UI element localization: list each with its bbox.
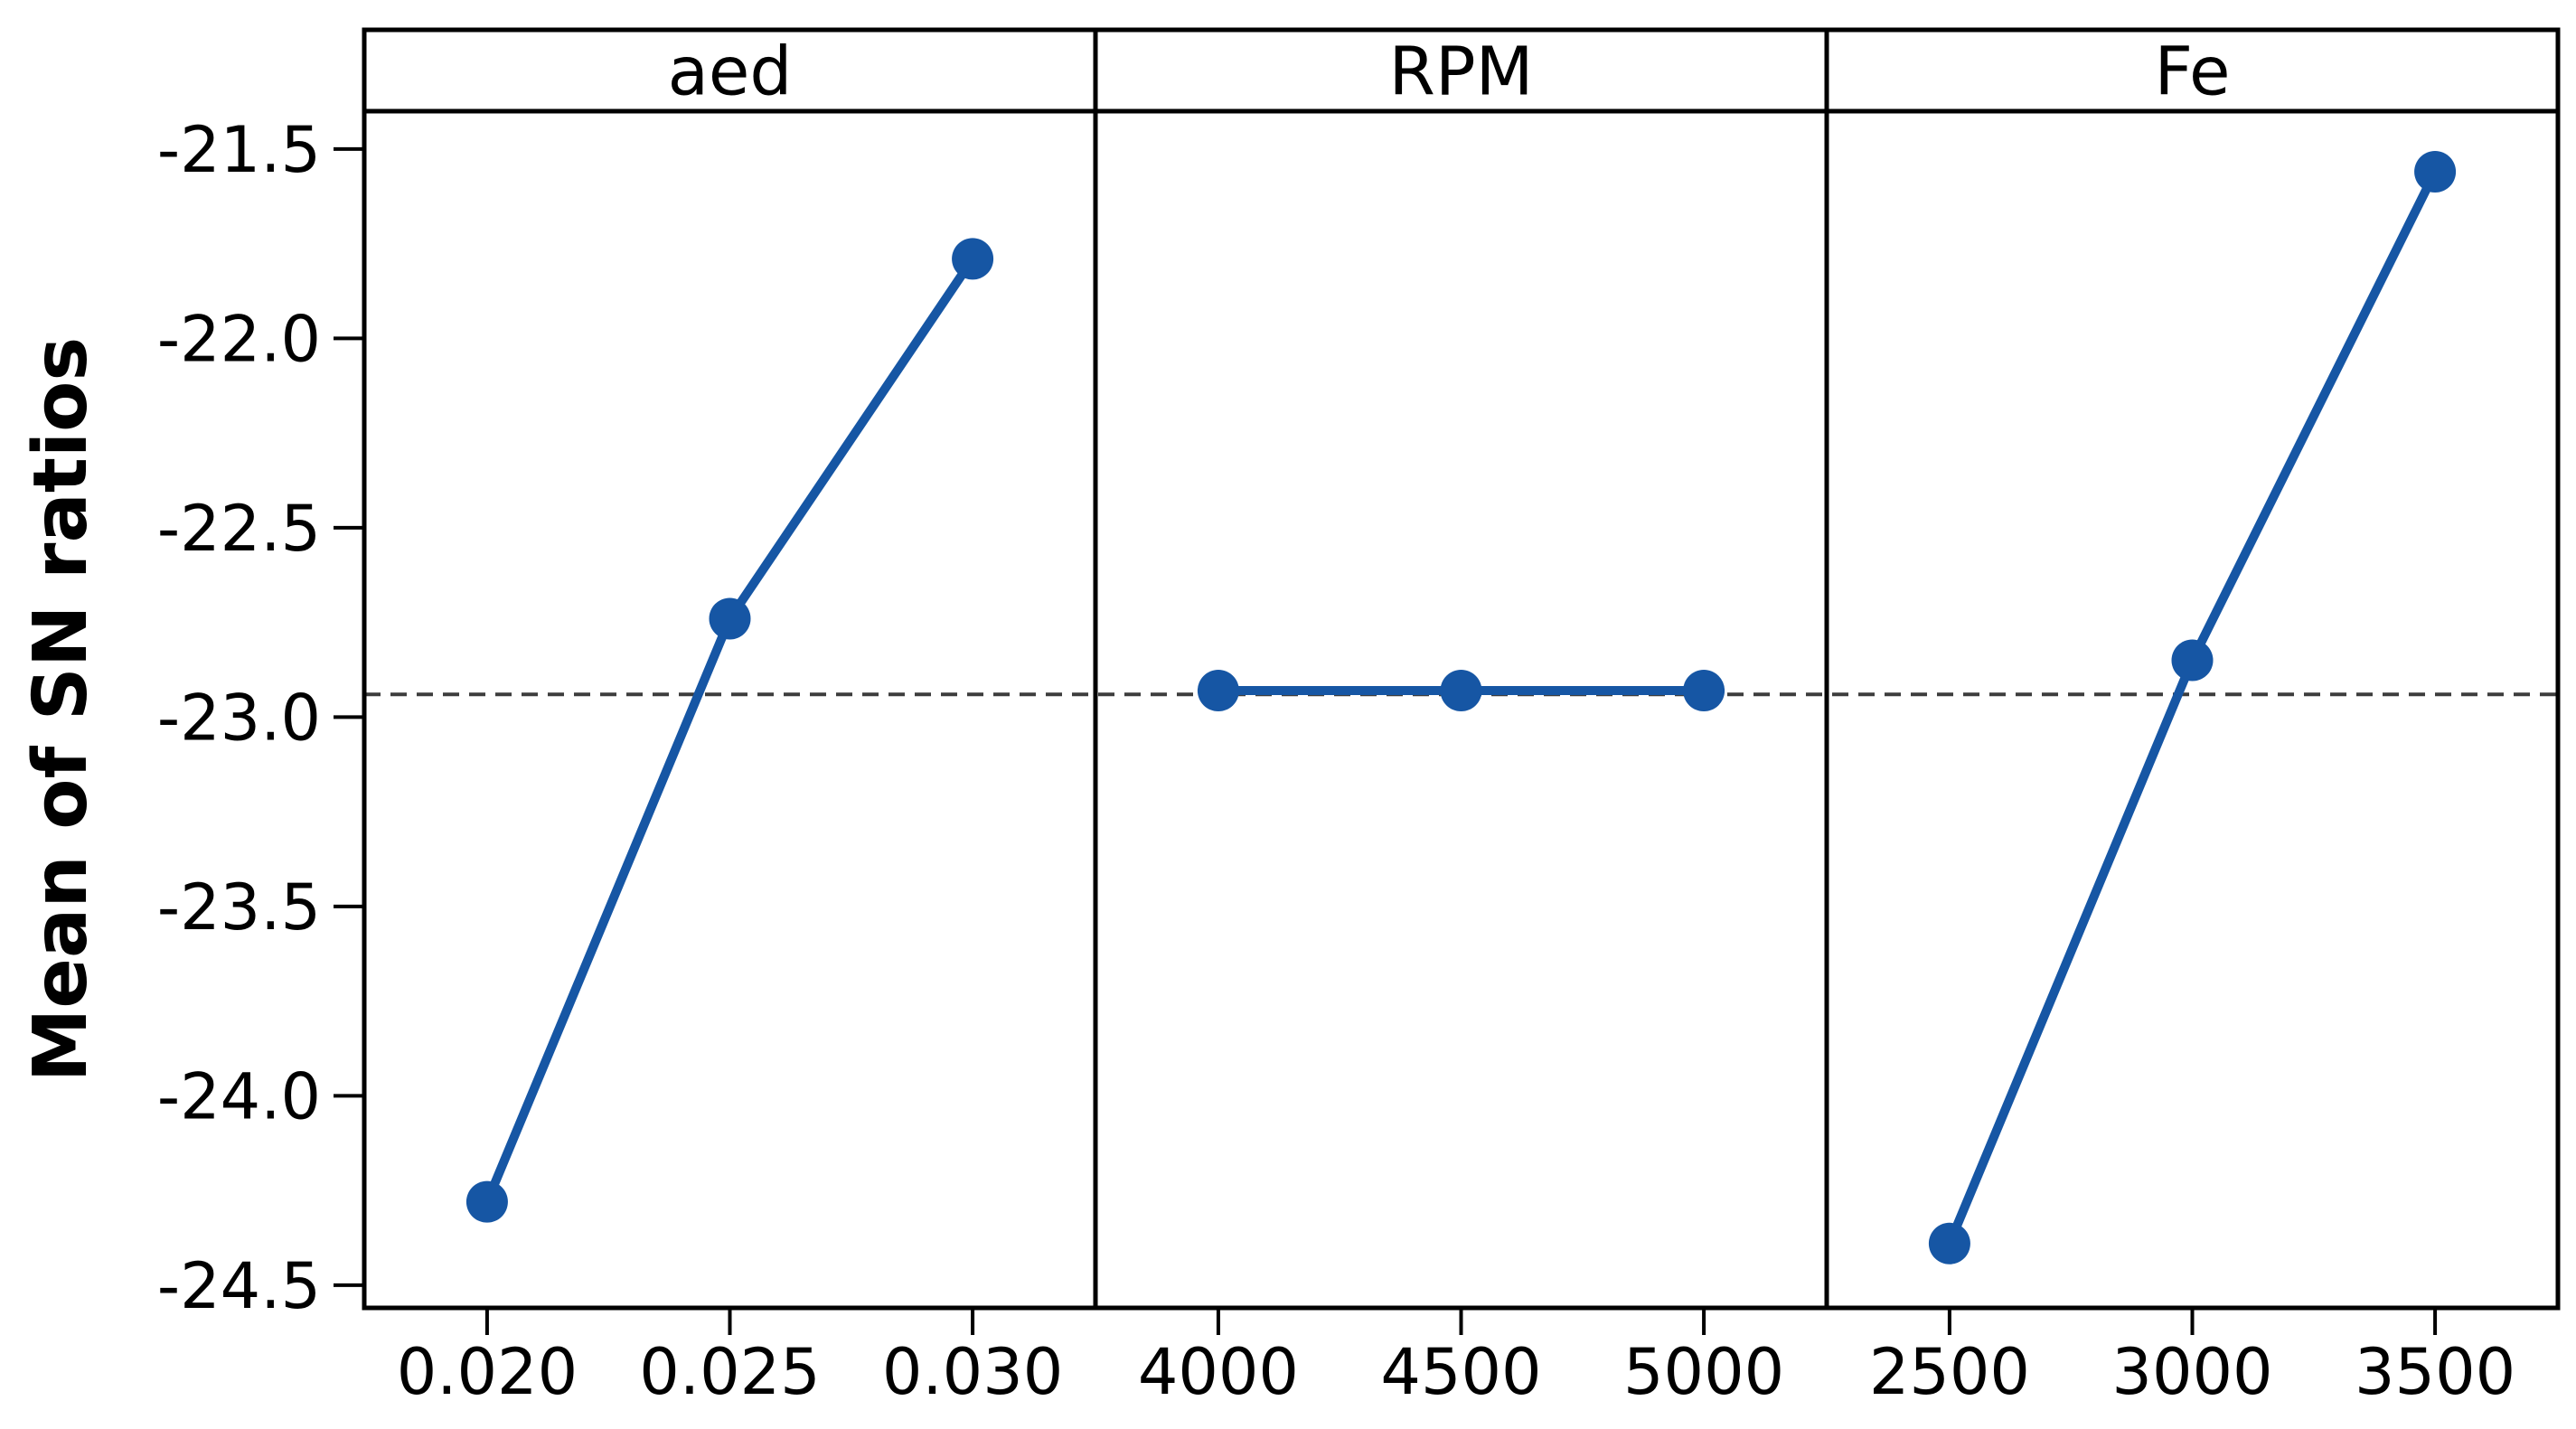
data-point [1928, 1222, 1970, 1264]
y-tick-label: -23.5 [157, 870, 321, 945]
panel-header-fe: Fe [2154, 33, 2230, 111]
data-point [2414, 151, 2457, 193]
x-tick-label: 3000 [2111, 1335, 2272, 1409]
data-point [1683, 670, 1725, 712]
data-point [2171, 639, 2214, 682]
y-axis-title: Mean of SN ratios [18, 337, 104, 1082]
x-tick-label: 4000 [1138, 1335, 1299, 1409]
y-tick-label: -22.5 [157, 492, 321, 566]
x-tick-label: 4500 [1380, 1335, 1541, 1409]
panel-header-rpm: RPM [1389, 33, 1534, 111]
x-tick-label: 0.030 [882, 1335, 1063, 1409]
y-tick-label: -21.5 [157, 113, 321, 187]
x-tick-label: 0.020 [397, 1335, 578, 1409]
y-tick-label: -24.0 [157, 1060, 321, 1134]
y-tick-label: -22.0 [157, 303, 321, 377]
y-tick-label: -23.0 [157, 682, 321, 756]
data-point [465, 1180, 508, 1223]
data-point [952, 238, 994, 280]
y-tick-label: -24.5 [157, 1249, 321, 1323]
data-point [1440, 670, 1482, 712]
data-point [709, 597, 751, 640]
x-tick-label: 2500 [1869, 1335, 2030, 1409]
data-point [1197, 670, 1239, 712]
x-tick-label: 3500 [2355, 1335, 2515, 1409]
x-tick-label: 0.025 [639, 1335, 820, 1409]
x-tick-label: 5000 [1623, 1335, 1784, 1409]
plot-frame [362, 27, 2561, 1311]
panel-header-aed: aed [668, 33, 793, 111]
